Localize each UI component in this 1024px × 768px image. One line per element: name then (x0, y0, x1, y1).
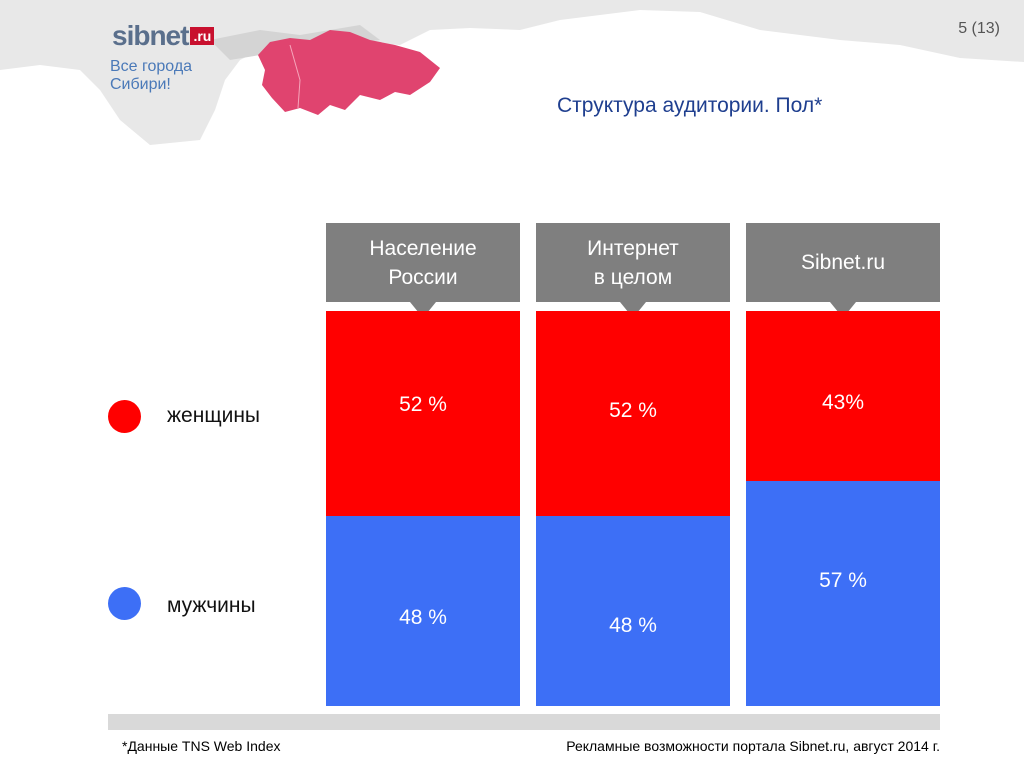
legend-label-women: женщины (167, 404, 261, 427)
bar-segment-women-2 (536, 311, 730, 516)
footnote: *Данные TNS Web Index (122, 738, 281, 754)
legend-dot-women (108, 400, 141, 433)
siberia-map-highlight (258, 30, 440, 115)
header-map-background (0, 0, 1024, 145)
slogan: Все города Сибири! (110, 58, 192, 94)
data-label-men-3: 57 % (819, 569, 867, 592)
category-label-3: Sibnet.ru (800, 251, 886, 274)
category-label-1: Население России (369, 236, 477, 289)
slogan-line-2: Сибири! (110, 76, 171, 93)
bar-segment-men-2 (536, 516, 730, 706)
logo-text: sibnet (112, 20, 189, 51)
logo-ru-badge: .ru (190, 27, 215, 45)
data-label-women-3: 43% (821, 391, 865, 414)
data-label-men-2: 48 % (609, 614, 657, 637)
slide-title: Структура аудитории. Пол* (557, 94, 823, 117)
legend-label-men: мужчины (167, 594, 256, 617)
region-borders (289, 44, 301, 109)
data-label-men-1: 48 % (399, 606, 447, 629)
bar-segment-men-1 (326, 516, 520, 706)
sibnet-logo[interactable]: sibnet .ru (112, 20, 215, 52)
category-header-2: Интернет в целом (536, 223, 730, 302)
footer-source: Рекламные возможности портала Sibnet.ru,… (566, 738, 940, 754)
data-label-women-1: 52 % (399, 393, 447, 416)
bar-segment-men-3 (746, 481, 940, 706)
category-header-3: Sibnet.ru (746, 223, 940, 302)
category-label-2: Интернет в целом (587, 236, 679, 289)
slogan-line-1: Все города (110, 58, 193, 75)
data-label-women-2: 52 % (609, 399, 657, 422)
legend-dot-men (108, 587, 141, 620)
page-number: 5 (13) (958, 20, 1000, 37)
footer-divider (108, 714, 940, 730)
category-header-1: Население России (326, 223, 520, 302)
bar-segment-women-1 (326, 311, 520, 516)
bar-segment-women-3 (746, 311, 940, 481)
